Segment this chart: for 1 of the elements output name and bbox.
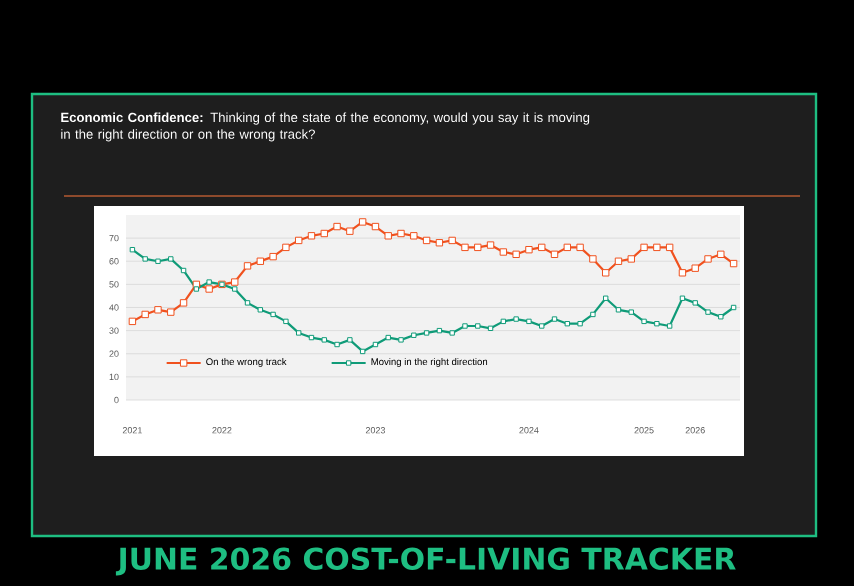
text: JUNE 2026 COST-OF-LIVING TRACKER	[115, 547, 736, 576]
